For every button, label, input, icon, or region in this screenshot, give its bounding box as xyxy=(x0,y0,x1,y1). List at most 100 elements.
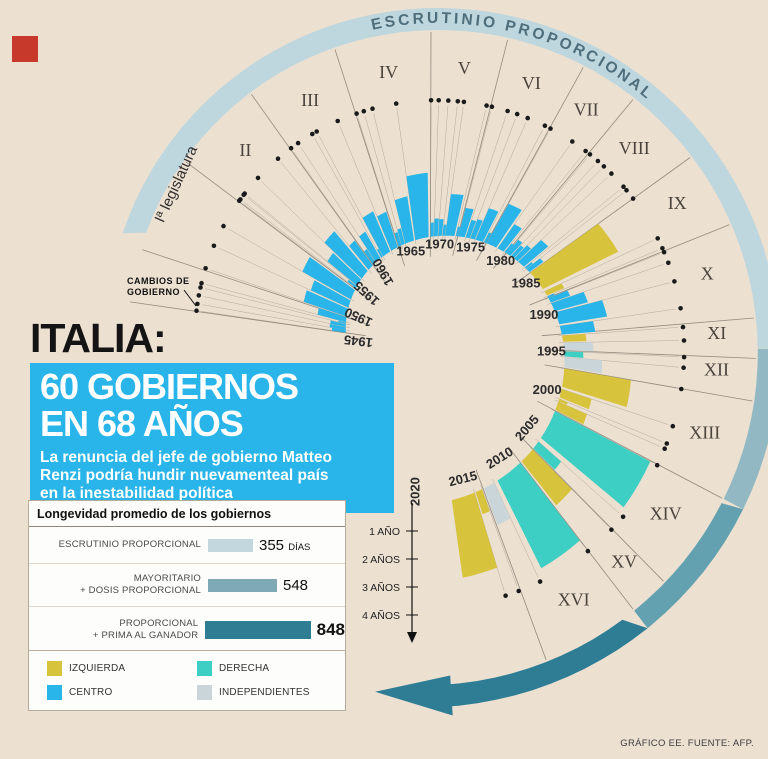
government-line xyxy=(243,203,359,292)
government-bar-centro xyxy=(317,307,347,323)
government-line xyxy=(454,110,486,241)
government-dot xyxy=(211,243,217,249)
government-dot xyxy=(436,98,442,103)
government-bar-independientes xyxy=(563,342,594,352)
government-dot xyxy=(654,462,660,468)
izquierda-swatch xyxy=(47,661,62,676)
government-line xyxy=(202,304,350,332)
duration-scale-axis: 1 AÑO 2 AÑOS 3 AÑOS 4 AÑOS xyxy=(362,503,418,643)
ee-logo xyxy=(12,36,38,62)
government-dot xyxy=(587,152,593,157)
government-bar-centro xyxy=(324,231,368,279)
government-line xyxy=(437,105,449,241)
government-bar-centro xyxy=(497,224,522,252)
longevity-row: ESCRUTINIO PROPORCIONAL 355 DÍAS xyxy=(29,527,345,563)
government-bar-centro xyxy=(353,286,356,289)
government-line xyxy=(318,135,386,261)
headline-line2: EN 68 AÑOS xyxy=(40,403,244,445)
government-bar-independientes xyxy=(564,357,603,374)
government-bar-centro xyxy=(347,279,357,289)
government-bar-centro xyxy=(433,218,439,237)
year-label: 1985 xyxy=(512,276,541,291)
government-bar-centro xyxy=(555,300,608,325)
legislature-line xyxy=(185,161,372,302)
longevity-value: 848 xyxy=(316,620,345,639)
government-dot xyxy=(335,118,341,124)
legend-label: CENTRO xyxy=(69,687,113,698)
government-bar-centro xyxy=(394,232,402,247)
longevity-bar xyxy=(205,621,311,639)
government-line xyxy=(210,269,351,319)
government-line xyxy=(430,105,432,241)
changes-label: CAMBIOS DE xyxy=(127,276,190,286)
government-dot xyxy=(678,306,683,311)
legend-label: INDEPENDIENTES xyxy=(219,687,310,698)
government-bar-centro xyxy=(364,249,376,265)
government-dot xyxy=(525,115,530,121)
government-dot xyxy=(542,123,548,128)
year-label: 1975 xyxy=(456,240,485,255)
government-dot xyxy=(681,338,687,343)
government-dot xyxy=(630,196,636,201)
government-dot xyxy=(620,514,626,520)
government-dot xyxy=(681,365,686,371)
government-line xyxy=(484,132,549,248)
government-dot xyxy=(662,446,667,452)
centro-swatch xyxy=(47,685,62,700)
legislature-numeral: X xyxy=(701,263,714,283)
government-dot xyxy=(203,266,208,271)
government-bar-derecha xyxy=(533,441,562,470)
axis-tick-label: 2 AÑOS xyxy=(362,553,400,566)
headline-line1: 60 GOBIERNOS xyxy=(40,366,299,407)
legislature-line xyxy=(130,301,366,337)
longevity-value: 355 DÍAS xyxy=(259,536,311,554)
legislature-line xyxy=(492,99,634,269)
government-bar-izquierda xyxy=(562,368,631,408)
government-bar-izquierda xyxy=(558,398,568,405)
legislature-line xyxy=(537,400,723,499)
government-dot xyxy=(514,111,520,117)
government-line xyxy=(227,228,355,302)
axis-arrow-icon xyxy=(407,632,417,643)
legend-label: DERECHA xyxy=(219,663,270,674)
band-segment-mayoritario-+-dosis-proporcional xyxy=(723,348,768,510)
government-line xyxy=(314,138,384,262)
legend-label: IZQUIERDA xyxy=(69,663,126,674)
government-bar-centro xyxy=(377,211,398,251)
longevity-legend-box: Longevidad promedio de los gobiernos ESC… xyxy=(28,500,346,654)
government-dot xyxy=(393,101,399,106)
legislature-numeral: XIV xyxy=(650,504,682,524)
government-bar-centro xyxy=(359,231,381,263)
government-line xyxy=(521,189,620,271)
government-bar-centro xyxy=(518,240,549,267)
government-line xyxy=(560,367,677,389)
government-dot xyxy=(609,171,614,176)
government-bar-centro xyxy=(377,248,383,258)
legislature-numeral: XIII xyxy=(689,422,720,442)
government-line xyxy=(293,152,376,269)
government-bar-centro xyxy=(526,258,544,273)
government-line xyxy=(517,459,586,548)
legislature-line xyxy=(475,469,547,660)
government-bar-derecha xyxy=(564,351,584,358)
subtitle-line: Renzi podría hundir nuevamenteal país xyxy=(40,467,329,485)
changes-label: GOBIERNO xyxy=(127,287,180,297)
government-line xyxy=(473,122,526,244)
government-dot xyxy=(516,588,521,594)
longevity-value: 548 xyxy=(283,576,309,594)
page-title: ITALIA: xyxy=(30,315,167,361)
government-bar-centro xyxy=(445,194,464,236)
longevity-row: MAYORITARIO + DOSIS PROPORCIONAL 548 xyxy=(29,563,345,606)
government-line xyxy=(508,164,595,260)
government-bar-independientes xyxy=(483,482,511,525)
band-caption: ESCRUTINIO PROPORCIONAL xyxy=(370,10,657,104)
government-dot xyxy=(199,280,204,286)
government-bar-centro xyxy=(486,203,522,248)
government-bar-centro xyxy=(458,207,474,238)
government-line xyxy=(205,288,350,326)
government-dot xyxy=(195,301,200,307)
government-dot xyxy=(583,148,588,154)
government-dot xyxy=(505,108,510,114)
government-bar-centro xyxy=(394,196,415,244)
